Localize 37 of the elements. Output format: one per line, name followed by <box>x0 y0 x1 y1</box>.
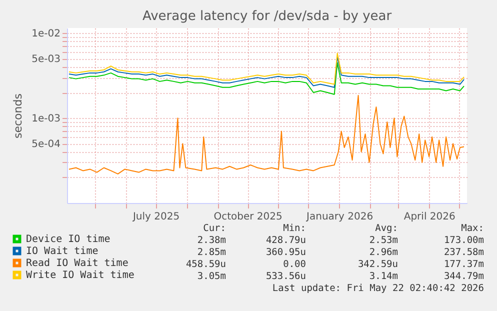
text: 3.05m <box>197 271 226 282</box>
text: Min: <box>283 223 306 234</box>
legend-label: Read IO Wait time <box>26 258 128 269</box>
text: 3.14m <box>369 271 398 282</box>
text: 237.58m <box>444 247 484 258</box>
text: 344.79m <box>444 271 484 282</box>
text: 428.79u <box>266 235 306 246</box>
text: 2.38m <box>197 235 226 246</box>
x-tick-label: July 2025 <box>132 212 180 222</box>
text: 533.56u <box>266 271 306 282</box>
text: 458.59u <box>186 259 226 270</box>
legend-label: Write IO Wait time <box>26 270 134 281</box>
line-series <box>68 62 465 95</box>
text: Last update: Fri May 22 02:40:42 2026 <box>272 283 484 294</box>
y-tick-label: 5e-03 <box>32 54 60 66</box>
text: 177.37m <box>444 259 484 270</box>
y-tick-label: 5e-04 <box>32 139 60 150</box>
y-axis-title: seconds <box>12 93 25 138</box>
line-series <box>68 94 465 174</box>
text: 173.00m <box>444 235 484 246</box>
text: 2.85m <box>197 247 226 258</box>
text: Avg: <box>375 223 398 234</box>
text: 0.00 <box>283 259 306 270</box>
text: 360.95u <box>266 247 306 258</box>
x-tick-label: April 2026 <box>404 212 456 222</box>
text: Cur: <box>203 223 226 234</box>
x-tick-label: October 2025 <box>214 212 282 222</box>
text: Max: <box>461 223 484 234</box>
legend-label: IO Wait time <box>26 246 98 257</box>
legend-label: Device IO time <box>26 234 110 245</box>
text: 2.53m <box>369 235 398 246</box>
text: 2.96m <box>369 247 398 258</box>
y-tick-label: 1e-02 <box>32 28 60 40</box>
y-tick-label: 1e-03 <box>32 114 60 125</box>
x-tick-label: January 2026 <box>306 212 374 222</box>
text: 342.59u <box>358 259 398 270</box>
chart-title: Average latency for /dev/sda - by year <box>142 9 392 24</box>
